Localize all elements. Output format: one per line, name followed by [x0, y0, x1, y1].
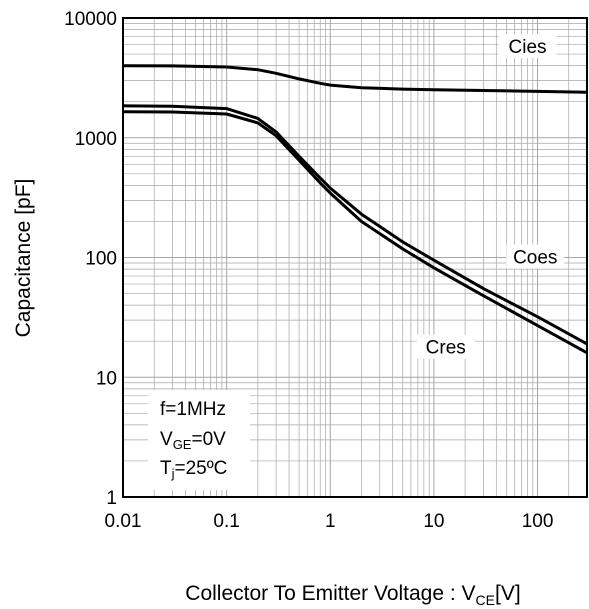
plot-frame [122, 17, 588, 498]
x-axis-title: Collector To Emitter Voltage : VCE[V] [185, 582, 520, 608]
x-tick-label: 0.1 [213, 511, 239, 532]
series-label-cres: Cres [426, 338, 466, 359]
vge-label: VGE=0V [160, 429, 226, 452]
y-tick-label: 1000 [75, 129, 117, 150]
x-tick-label: 0.01 [105, 511, 142, 532]
frequency-label: f=1MHz [160, 399, 226, 420]
series-label-bg [506, 244, 565, 269]
conditions-box [148, 390, 250, 490]
y-tick-label: 10000 [64, 9, 117, 30]
series-labels: Cies Coes Cres [416, 34, 565, 359]
series-lines [122, 64, 588, 355]
y-axis-title: Capacitance [pF] [12, 179, 35, 338]
x-tick-label: 1 [325, 511, 336, 532]
series-line-cies [122, 64, 588, 94]
series-label-bg [498, 34, 557, 59]
x-tick-label: 10 [423, 511, 444, 532]
y-tick-label: 10 [96, 368, 117, 389]
series-label-bg [416, 334, 475, 359]
series-line-coes [122, 104, 588, 346]
series-label-cies: Cies [509, 37, 547, 58]
series-label-coes: Coes [513, 248, 557, 269]
x-tick-label: 100 [522, 511, 554, 532]
tick-labels: 0.01 0.1 1 10 100 1 10 100 1000 10000 [64, 9, 553, 532]
y-tick-label: 1 [106, 488, 117, 509]
y-tick-label: 100 [85, 249, 117, 270]
tj-label: Tj=25ºC [160, 458, 227, 481]
series-line-cres [122, 110, 588, 355]
